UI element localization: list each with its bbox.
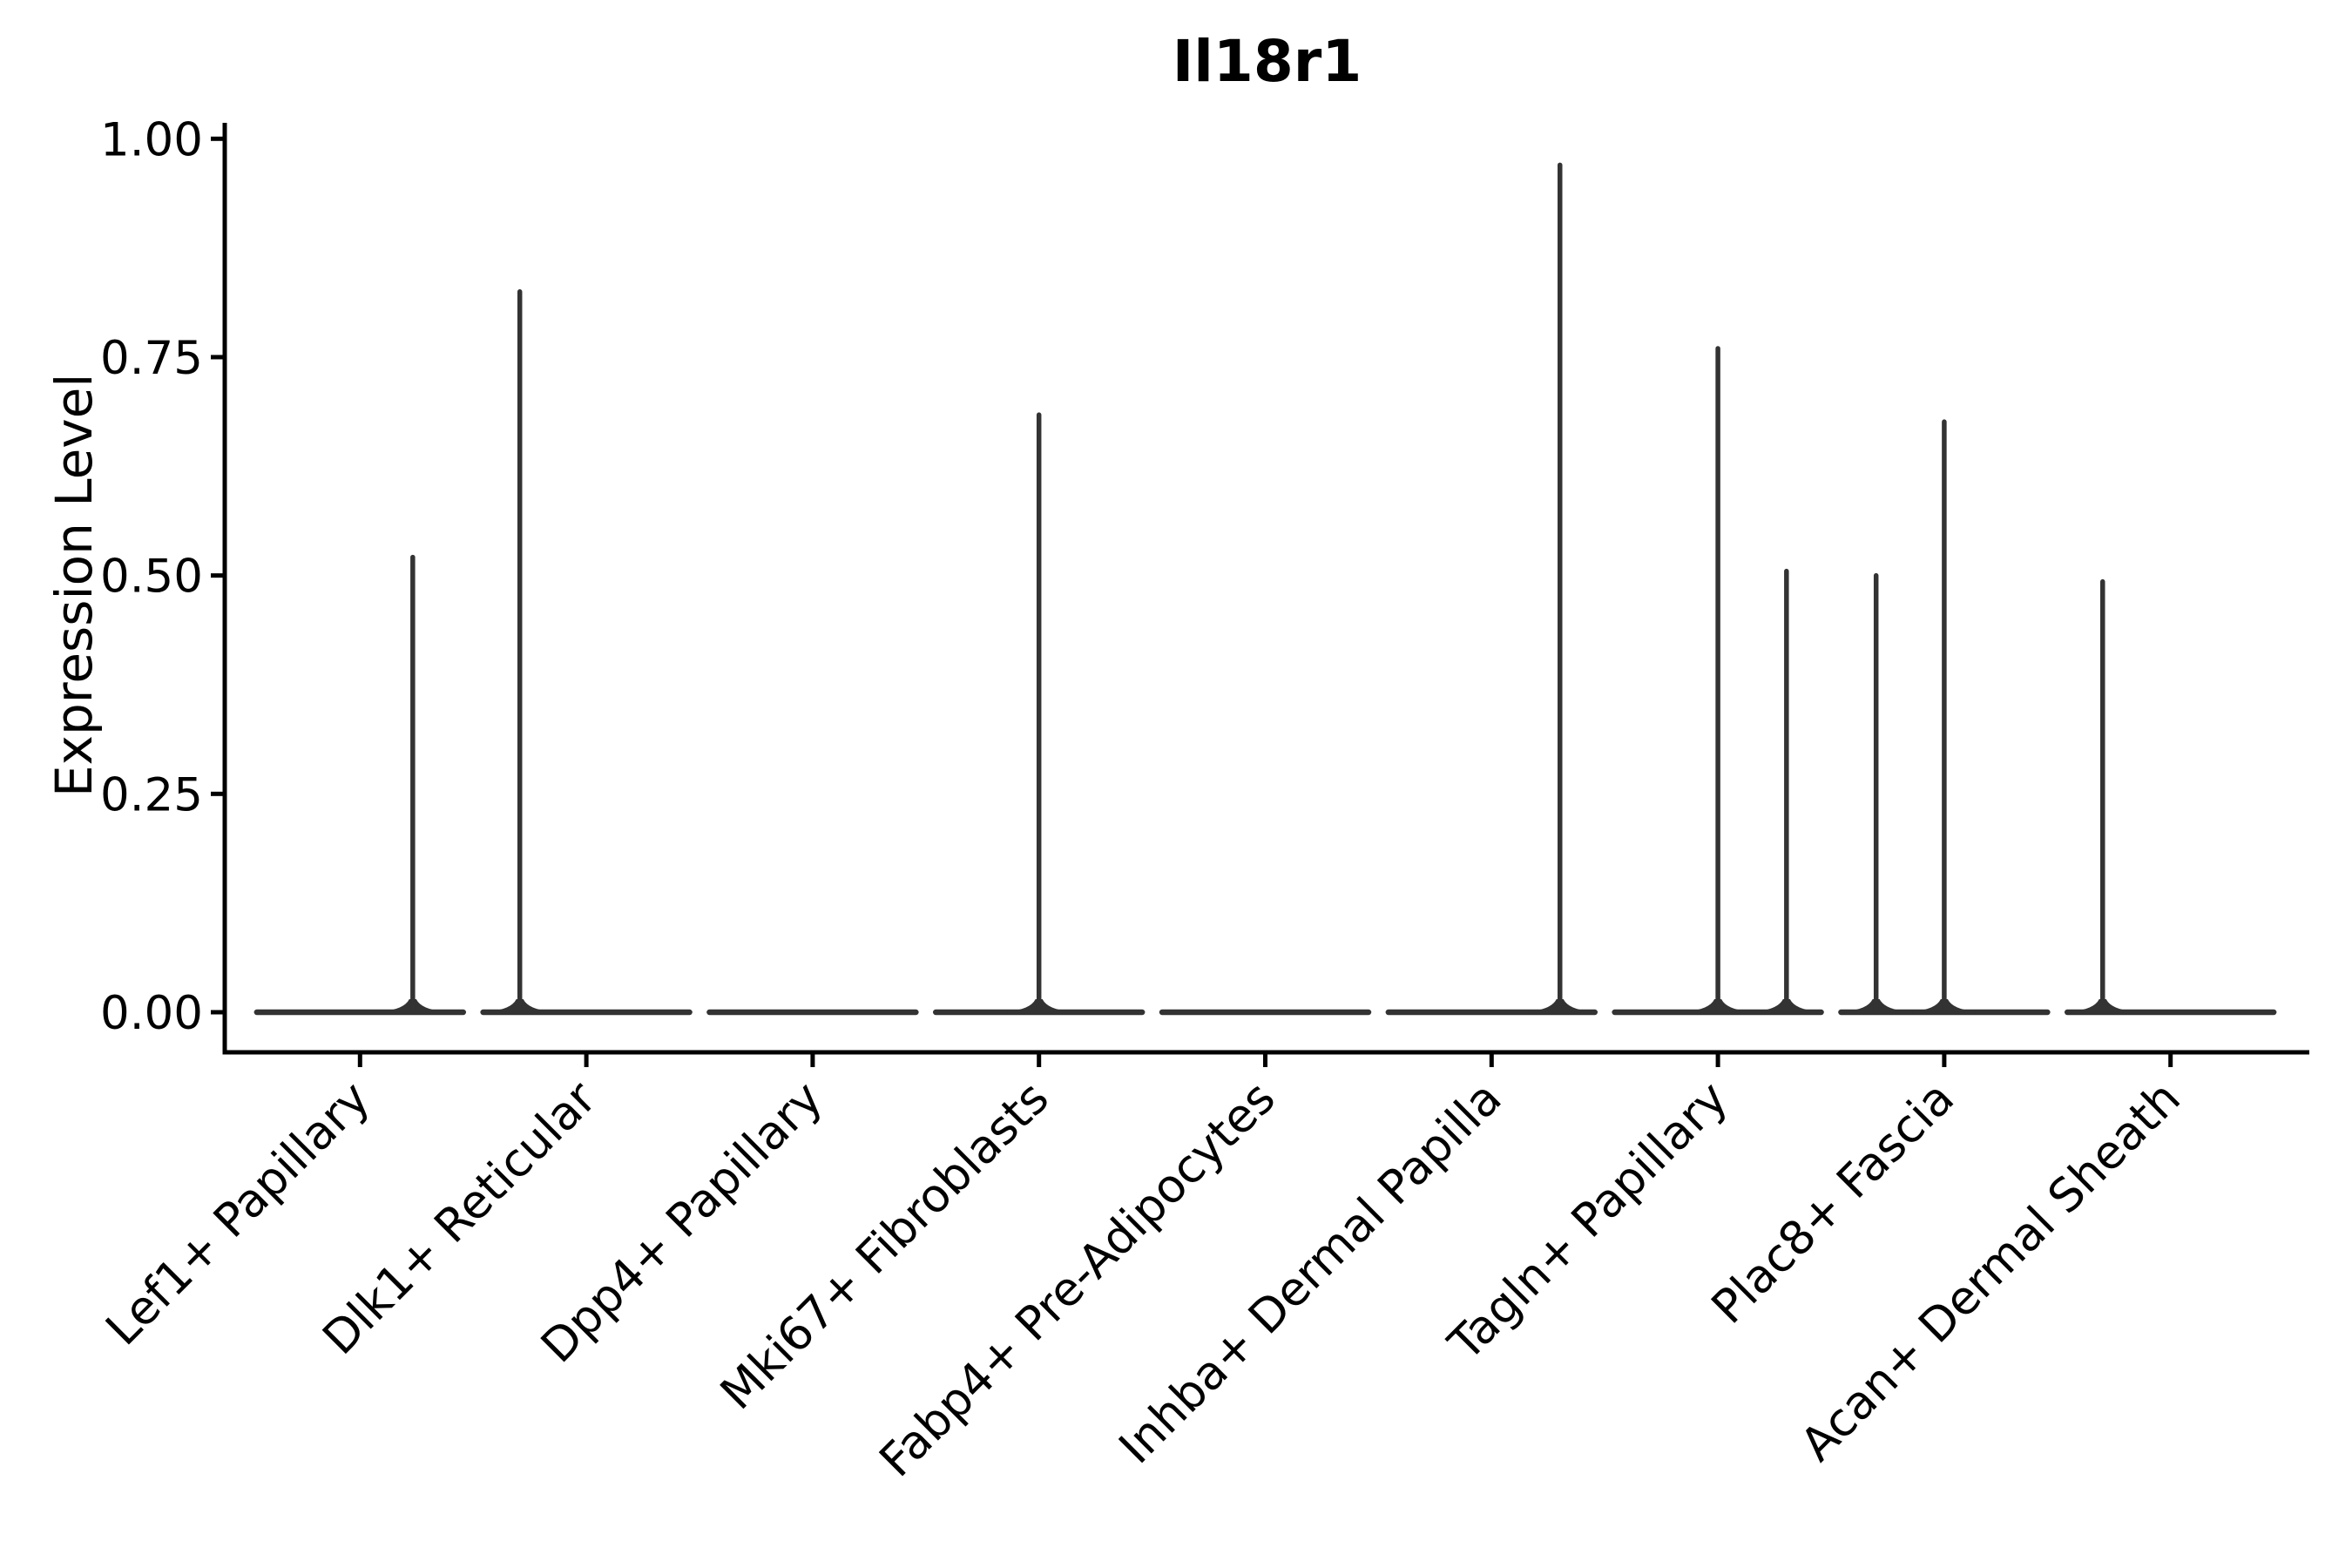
axis-spines [222, 123, 2309, 1055]
y-tick-label: 0.25 [100, 768, 203, 821]
chart-title: Il18r1 [1172, 28, 1362, 95]
x-tick-label-8: Acan+ Dermal Sheath [1791, 1071, 2191, 1471]
y-tick-label: 0.50 [100, 551, 203, 604]
x-tick-label-4: Fabp4+ Pre-Adipocytes [869, 1071, 1285, 1487]
x-tick-label-5: Inhba+ Dermal Papilla [1109, 1071, 1511, 1474]
x-tick-label-7: Plac8+ Fascia [1702, 1071, 1964, 1334]
y-tick-label: 1.00 [100, 113, 203, 166]
y-tick-label: 0.00 [100, 987, 203, 1040]
y-tick-label: 0.75 [100, 332, 203, 385]
